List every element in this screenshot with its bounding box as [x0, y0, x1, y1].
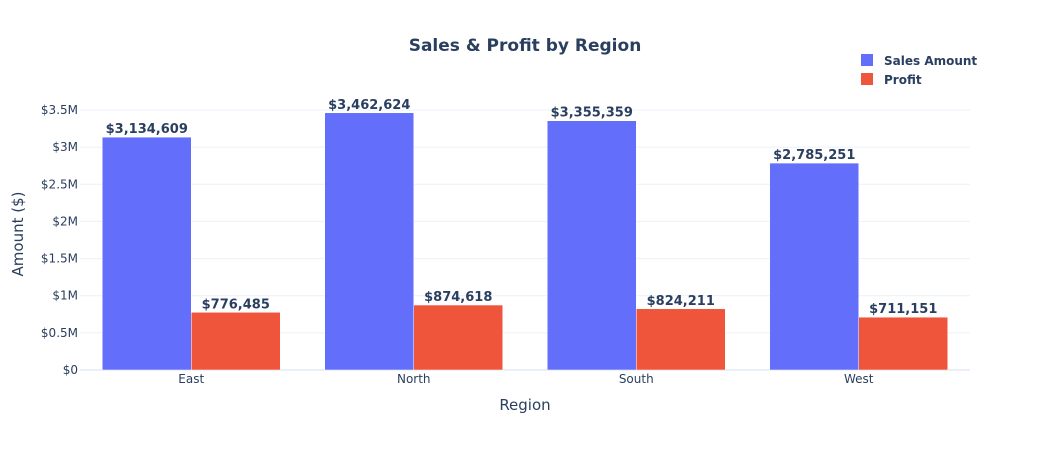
y-tick-label: $0 [63, 363, 78, 377]
bar-profit-west[interactable] [858, 316, 948, 371]
bar-sales-amount-south[interactable] [547, 120, 637, 371]
bar-profit-south[interactable] [636, 308, 726, 371]
legend-label-profit: Profit [884, 73, 922, 87]
data-label-sales-amount-west: $2,785,251 [773, 148, 855, 163]
legend-label-sales-amount: Sales Amount [884, 54, 977, 68]
x-tick-label: East [178, 372, 204, 386]
bar-sales-amount-north[interactable] [324, 112, 414, 371]
x-tick-label: West [844, 372, 874, 386]
data-label-profit-west: $711,151 [869, 302, 937, 317]
y-tick-label: $1.5M [41, 252, 78, 266]
legend-item-sales-amount[interactable]: Sales Amount [861, 54, 977, 68]
data-label-sales-amount-east: $3,134,609 [106, 122, 188, 137]
data-label-profit-north: $874,618 [424, 290, 492, 305]
data-label-profit-east: $776,485 [202, 297, 270, 312]
bar-profit-east[interactable] [191, 312, 281, 371]
x-tick-label: North [397, 372, 431, 386]
y-tick-label: $2M [52, 214, 78, 228]
x-tick-label: South [619, 372, 654, 386]
legend-swatch-sales-amount [861, 54, 873, 66]
bar-sales-amount-west[interactable] [769, 162, 859, 371]
bar-labels: $3,134,609 $776,485 $3,462,624 $874,618 $3,3… [106, 98, 938, 317]
y-tick-label: $3.5M [41, 103, 78, 117]
y-axis-ticks: $0 $0.5M $1M $1.5M $2M $2.5M $3M $3.5M [41, 103, 78, 377]
bars [102, 112, 948, 371]
y-tick-label: $1M [52, 289, 78, 303]
x-axis-title: Region [499, 396, 550, 414]
y-axis-title: Amount ($) [9, 192, 27, 277]
y-tick-label: $2.5M [41, 177, 78, 191]
bar-profit-north[interactable] [413, 304, 503, 371]
bar-sales-amount-east[interactable] [102, 136, 192, 371]
data-label-sales-amount-north: $3,462,624 [328, 98, 410, 113]
x-axis-ticks: East North South West [178, 372, 873, 386]
y-tick-label: $3M [52, 140, 78, 154]
data-label-profit-south: $824,211 [647, 294, 715, 309]
y-tick-label: $0.5M [41, 326, 78, 340]
data-label-sales-amount-south: $3,355,359 [551, 106, 633, 121]
legend[interactable]: Sales Amount Profit [861, 54, 977, 87]
legend-swatch-profit [861, 73, 873, 85]
chart-title: Sales & Profit by Region [409, 36, 642, 56]
legend-item-profit[interactable]: Profit [861, 73, 922, 87]
